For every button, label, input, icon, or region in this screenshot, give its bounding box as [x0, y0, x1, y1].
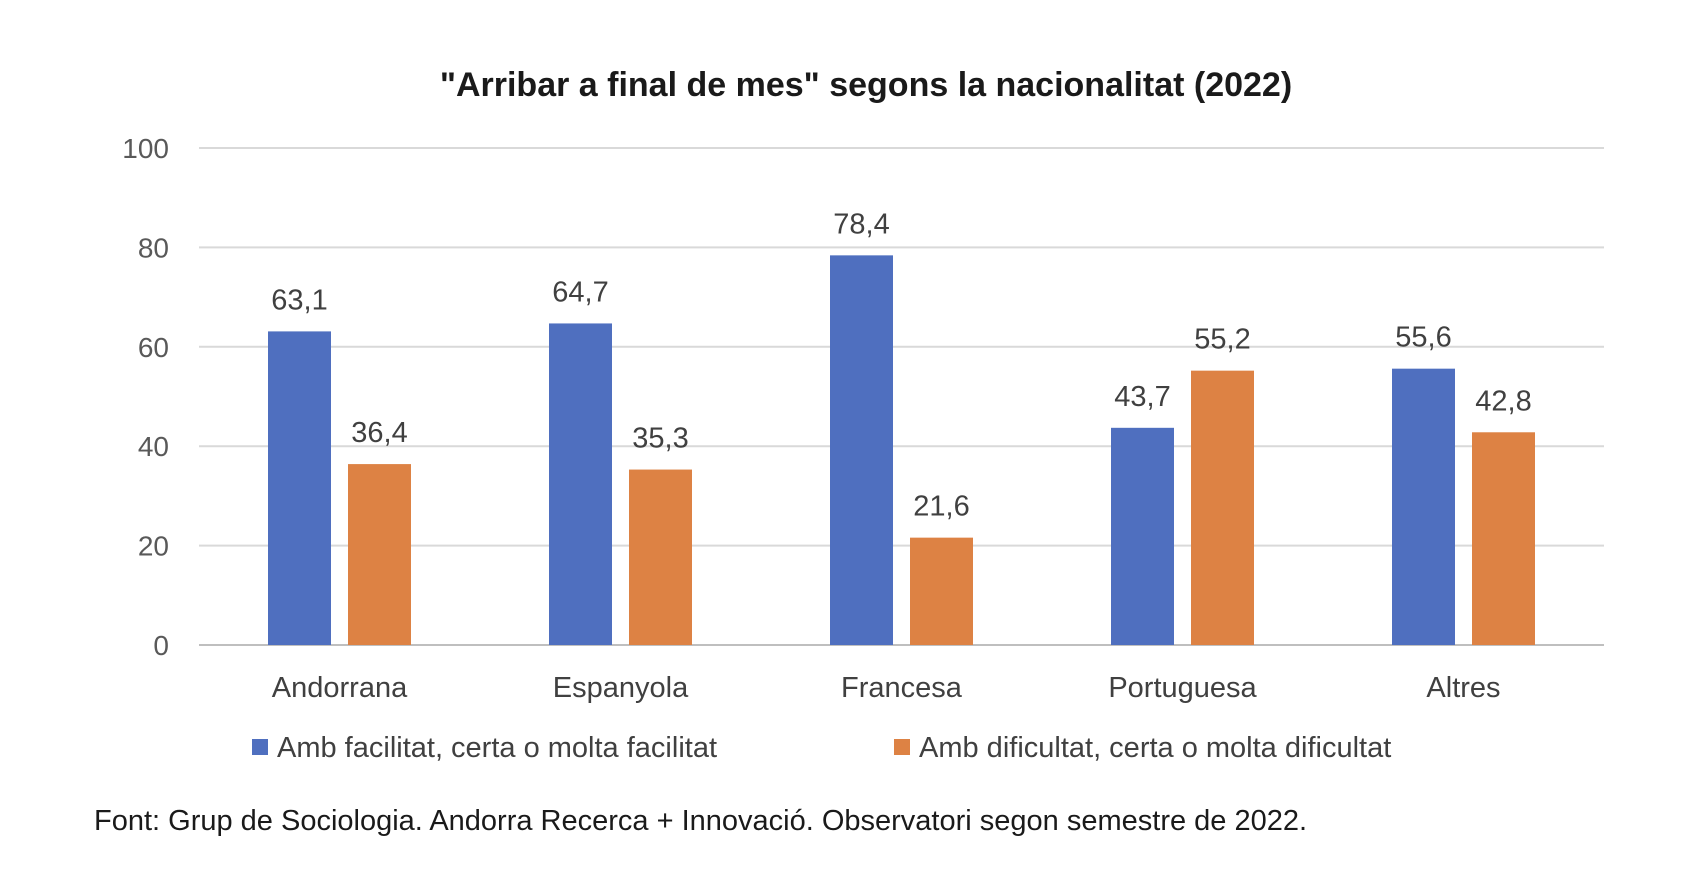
data-label: 55,6 — [1395, 322, 1451, 354]
category-label: Espanyola — [553, 672, 689, 704]
x-axis-categories: Andorrana Espanyola Francesa Portuguesa Altr… — [272, 672, 1501, 704]
data-label: 21,6 — [913, 491, 969, 523]
data-label: 78,4 — [833, 208, 889, 240]
bar-facilitat-espanyola — [549, 323, 612, 645]
bars — [268, 255, 1535, 646]
bar-facilitat-andorrana — [268, 331, 331, 645]
category-label: Andorrana — [272, 672, 408, 704]
legend: Amb facilitat, certa o molta facilitat Am… — [252, 732, 1391, 764]
bar-facilitat-portuguesa — [1111, 427, 1174, 645]
data-labels: 63,1 36,4 64,7 35,3 78,4 21,6 43,7 55,2 55,6 42,8 — [271, 208, 1531, 522]
bar-dificultat-espanyola — [629, 469, 692, 645]
y-tick-label: 0 — [153, 630, 169, 661]
chart-title: "Arribar a final de mes" segons la nacio… — [440, 66, 1292, 104]
data-label: 43,7 — [1114, 381, 1170, 413]
bar-facilitat-francesa — [830, 255, 893, 646]
y-tick-label: 40 — [138, 431, 169, 462]
y-axis-ticks: 0 20 40 60 80 100 — [122, 133, 169, 661]
data-label: 35,3 — [632, 423, 688, 455]
legend-swatch — [252, 739, 268, 755]
legend-label: Amb dificultat, certa o molta dificultat — [919, 732, 1391, 764]
bar-dificultat-altres — [1472, 432, 1535, 645]
data-label: 36,4 — [351, 417, 407, 449]
source-note: Font: Grup de Sociologia. Andorra Recerc… — [94, 805, 1307, 837]
category-label: Altres — [1426, 672, 1500, 704]
data-label: 42,8 — [1475, 385, 1531, 417]
gridlines — [199, 147, 1604, 646]
y-tick-label: 60 — [138, 332, 169, 363]
y-tick-label: 20 — [138, 531, 169, 562]
bar-dificultat-portuguesa — [1191, 370, 1254, 645]
y-tick-label: 80 — [138, 232, 169, 263]
data-label: 63,1 — [271, 284, 327, 316]
y-tick-label: 100 — [122, 133, 169, 164]
bar-dificultat-francesa — [910, 537, 973, 645]
legend-label: Amb facilitat, certa o molta facilitat — [277, 732, 717, 764]
legend-swatch — [894, 739, 910, 755]
category-label: Portuguesa — [1108, 672, 1257, 704]
data-label: 64,7 — [552, 276, 608, 308]
data-label: 55,2 — [1194, 324, 1250, 356]
bar-facilitat-altres — [1392, 368, 1455, 645]
bar-dificultat-andorrana — [348, 464, 411, 645]
category-label: Francesa — [841, 672, 963, 704]
